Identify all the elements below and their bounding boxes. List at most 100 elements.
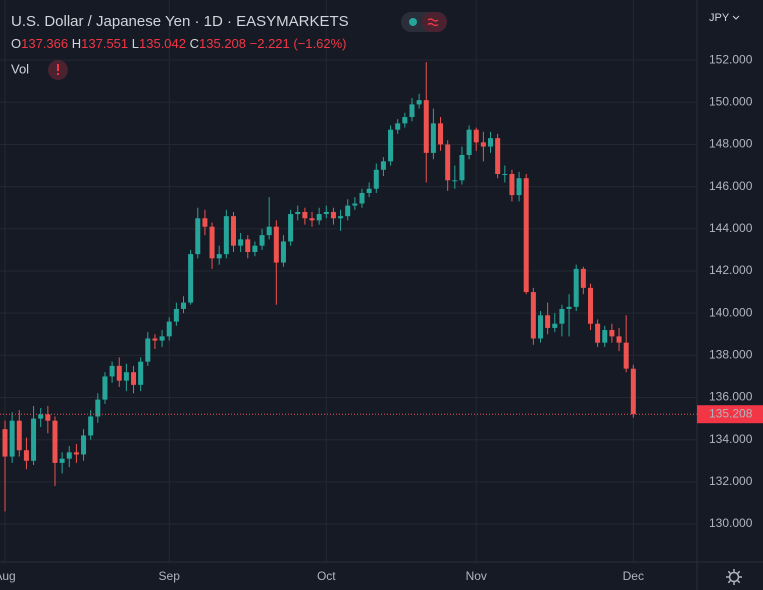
last-price-label: 135.208 [709,406,753,420]
candle-body [59,458,65,463]
candle-body [573,268,579,307]
candle-body [223,216,229,255]
candle-body [152,338,158,341]
candle-body [252,245,258,253]
x-tick-label: Nov [466,569,487,583]
candle-body [366,188,372,193]
candle-body [52,420,58,463]
chart-title: U.S. Dollar / Japanese Yen · 1D · EASYMA… [11,13,349,30]
market-open-dot [409,18,417,26]
candle-body [230,216,236,246]
y-tick-label: 144.000 [709,221,753,235]
candle-body [9,420,15,457]
candle-body [580,268,586,288]
candle-body [566,306,572,309]
gear-ring [728,571,740,583]
ohlc-legend: O137.366 H137.551 L135.042 C135.208 −2.2… [11,36,347,51]
low-prefix: L [132,36,139,51]
candle-body [316,214,322,221]
status-pill[interactable] [401,12,447,32]
candle-body [373,169,379,189]
currency-chevron[interactable] [732,15,740,20]
candle-body [66,452,72,459]
candle-body [131,372,137,385]
candle-body [309,218,315,221]
settings-gear[interactable] [726,569,742,585]
axes: 130.000 132.000 134.000 136.000 138.000 140.0… [0,52,763,583]
change: −2.221 (−1.62%) [250,36,347,51]
candle-body [359,192,365,204]
candle-body [280,241,286,263]
candle-body [488,138,494,147]
candle-body [31,418,37,461]
candle-body [466,129,472,155]
x-tick-label: Oct [317,569,336,583]
candle-body [88,416,94,436]
low-value: 135.042 [139,36,186,51]
candle-body [595,323,601,343]
candle-body [330,211,336,219]
y-tick-label: 150.000 [709,94,753,108]
candle-body [323,211,329,215]
candle-body [338,216,344,219]
open-prefix: O [11,36,21,51]
candle-body [545,315,551,328]
candle-body [473,129,479,143]
candle-body [530,292,536,339]
x-tick-label: Sep [159,569,181,583]
y-tick-label: 148.000 [709,137,753,151]
y-tick-label: 146.000 [709,179,753,193]
last-price-tag [697,405,763,424]
gear-teeth [726,569,742,585]
high-value: 137.551 [81,36,128,51]
delay-icon [427,18,439,27]
candle-body [116,365,122,381]
candle-body [181,302,186,309]
candle-body [2,429,8,457]
high-prefix: H [72,36,81,51]
candle-body [552,323,558,328]
candle-body [38,414,44,419]
candle-body [402,117,408,124]
close-value: 135.208 [199,36,246,51]
candle-body [302,211,308,219]
warning-bar [57,64,59,71]
candle-body [145,338,151,362]
candle-body [416,100,422,105]
candle-body [95,399,101,417]
candle-body [630,368,636,415]
candle-body [452,180,458,182]
y-tick-label: 134.000 [709,432,753,446]
candle-body [266,226,272,236]
candle-body [459,154,465,181]
candle-body [523,178,529,293]
x-tick-label: Aug [0,569,16,583]
candle-body [502,173,508,175]
candle-body [173,308,179,322]
volume-warning[interactable] [48,60,68,80]
candle-body [138,361,144,385]
volume-label[interactable]: Vol [11,61,29,76]
candle-body [245,239,251,253]
candle-body [238,239,244,246]
y-tick-label: 136.000 [709,390,753,404]
candle-body [495,138,501,174]
candle-body [216,254,222,259]
y-tick-label: 138.000 [709,348,753,362]
candle-body [159,336,165,341]
candle-body [559,308,565,324]
y-tick-label: 152.000 [709,52,753,66]
candle-body [480,142,486,147]
candle-body [109,365,115,377]
candle-body [509,173,515,196]
candle-body [195,218,201,255]
candle-body [616,336,622,343]
warning-dot [57,73,59,75]
currency[interactable]: JPY [709,12,730,24]
y-tick-label: 140.000 [709,305,753,319]
candle-body [345,205,351,217]
candle-body [23,450,29,461]
candle-body [352,203,358,206]
